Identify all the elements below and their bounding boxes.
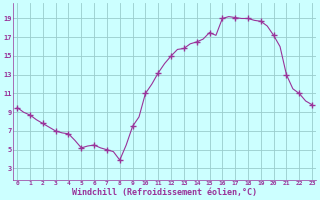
X-axis label: Windchill (Refroidissement éolien,°C): Windchill (Refroidissement éolien,°C) bbox=[72, 188, 257, 197]
